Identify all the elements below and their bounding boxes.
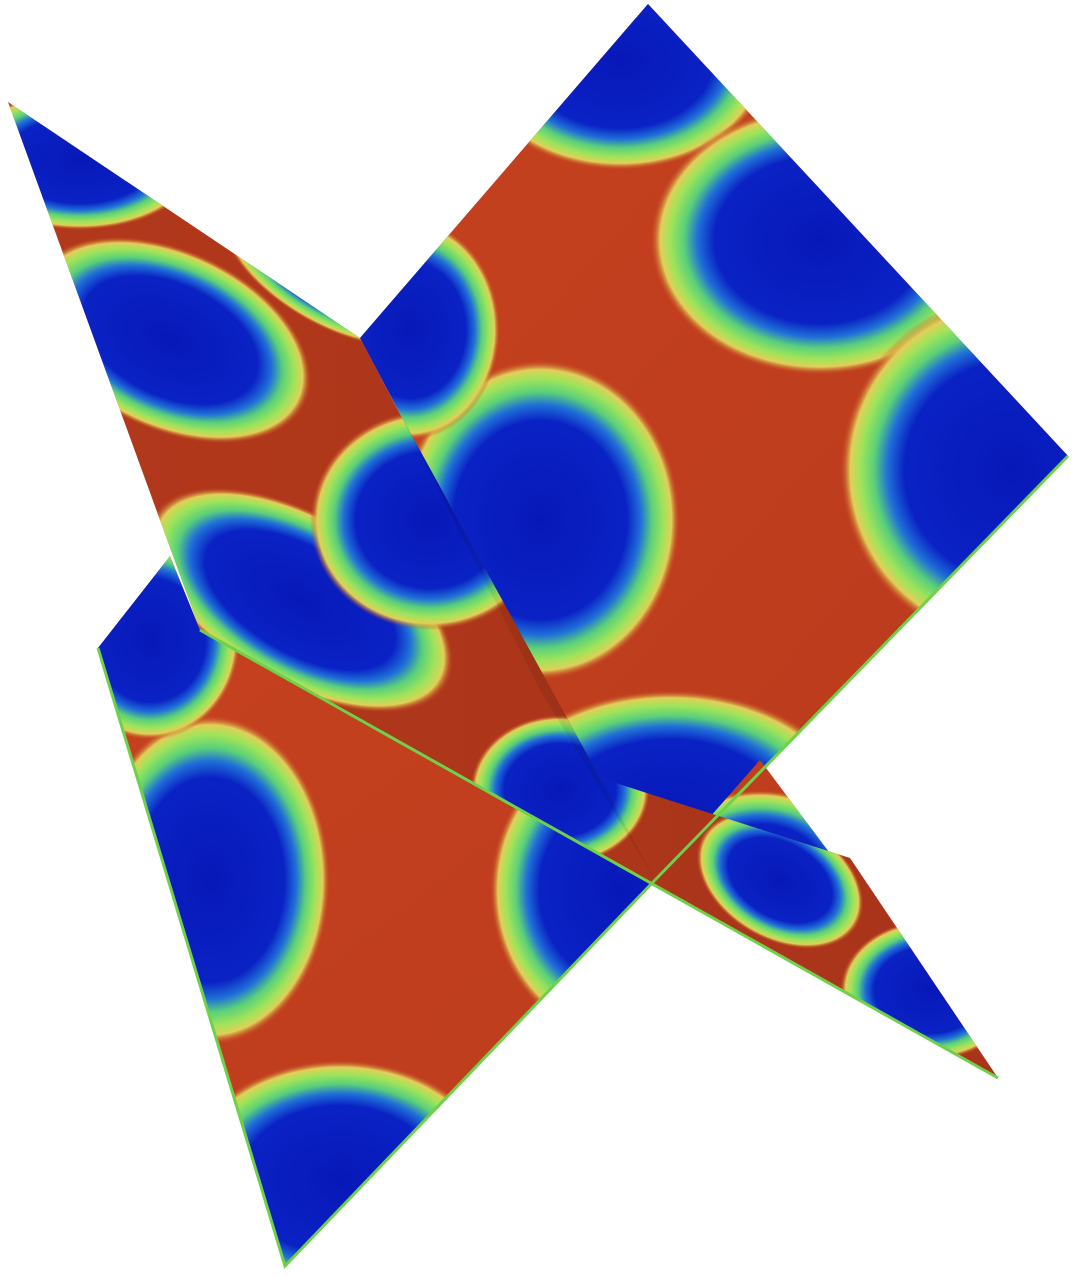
fold-shadow (400, 414, 655, 880)
slice-edges (96, 454, 1070, 1269)
